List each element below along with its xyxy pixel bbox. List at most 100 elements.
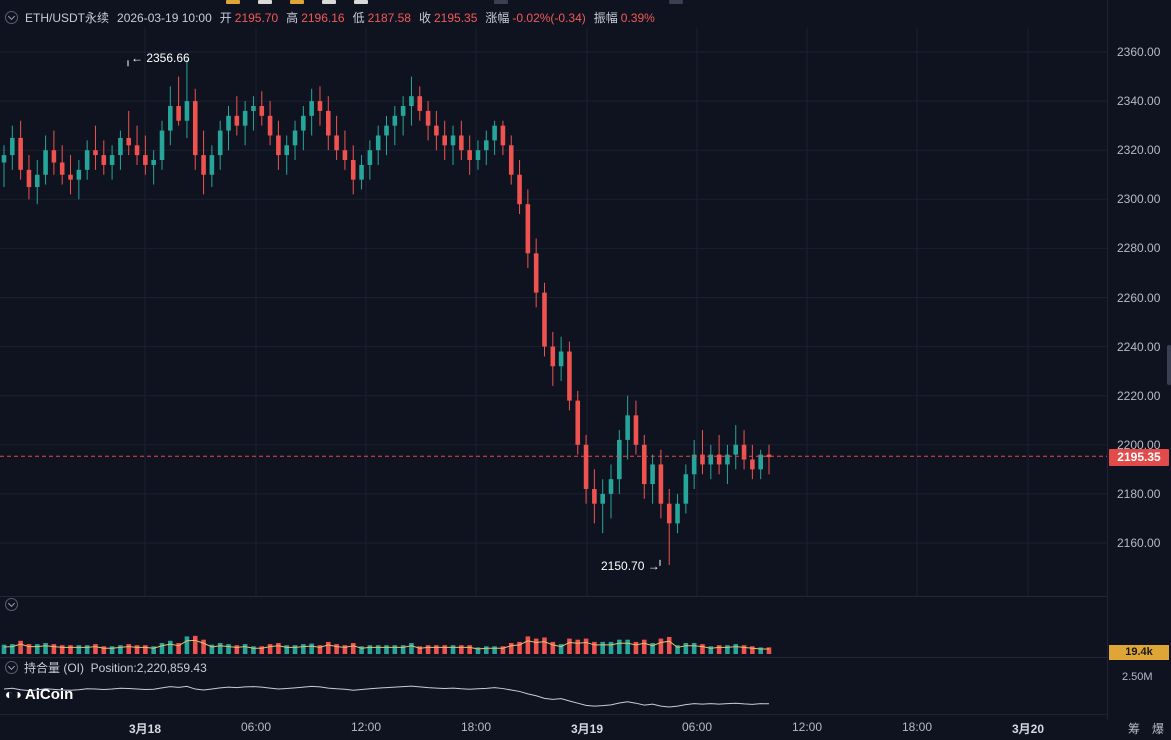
open-interest-chart[interactable]	[0, 676, 1107, 714]
candle-body	[467, 150, 472, 161]
volume-pane-header	[5, 598, 18, 611]
candle-body	[434, 125, 439, 136]
volume-bar	[483, 646, 489, 654]
volume-bar	[284, 645, 290, 654]
price-tick-label: 2180.00	[1117, 486, 1161, 501]
volume-bar	[625, 639, 630, 654]
candle-body	[242, 110, 248, 126]
candle-body	[542, 292, 547, 347]
symbol-name[interactable]: ETH/USDT永续	[25, 11, 110, 25]
volume-bar	[342, 645, 348, 654]
price-tick-label: 2360.00	[1117, 45, 1161, 59]
volume-bar	[251, 646, 256, 654]
volume-bar	[583, 638, 589, 654]
candle-body	[600, 493, 605, 504]
close-label: 收	[418, 11, 431, 25]
candle-body	[159, 130, 165, 161]
tool-marker[interactable]	[290, 0, 304, 4]
candle-body	[10, 137, 15, 156]
volume-bar	[450, 645, 456, 654]
candle-body	[617, 439, 622, 480]
volume-collapse-chevron-icon[interactable]	[5, 598, 18, 611]
oi-collapse-chevron-icon[interactable]	[5, 661, 18, 675]
volume-bar	[59, 645, 65, 654]
volume-bar	[184, 636, 190, 654]
volume-bar	[326, 641, 331, 654]
candle-body	[459, 135, 464, 151]
candle-body	[192, 101, 198, 156]
candle-body	[26, 169, 32, 188]
volume-bar	[575, 639, 581, 654]
liquidation-button[interactable]: 爆	[1152, 722, 1165, 736]
volume-bar	[309, 643, 314, 654]
candle-body	[525, 204, 531, 254]
tool-marker[interactable]	[258, 0, 272, 4]
aicoin-logo-icon: ◐◑	[5, 686, 22, 702]
volume-bar	[708, 646, 714, 654]
high-value: 2196.16	[301, 11, 345, 25]
candle-body	[633, 415, 639, 445]
volume-bar	[400, 645, 406, 654]
tool-marker[interactable]	[354, 0, 368, 4]
candlestick-chart[interactable]	[0, 28, 1107, 596]
volume-bar	[234, 645, 240, 654]
volume-bar	[758, 647, 763, 654]
candle-body	[741, 444, 747, 460]
volume-bar	[134, 645, 140, 654]
candle-body	[18, 137, 23, 170]
candle-body	[276, 135, 281, 156]
volume-bar	[51, 644, 57, 654]
price-tick-label: 2260.00	[1117, 290, 1161, 305]
volume-bar	[558, 644, 564, 654]
candle-body	[284, 145, 290, 156]
volume-bar	[101, 646, 107, 654]
close-value: 2195.35	[434, 11, 478, 25]
candle-body	[567, 351, 572, 401]
chips-button[interactable]: 筹	[1128, 722, 1141, 736]
oi-axis-tick: 2.50M	[1122, 671, 1153, 683]
volume-bar	[666, 636, 672, 654]
oi-value: Position:2,220,859.43	[90, 660, 207, 675]
volume-bar	[733, 644, 739, 654]
volume-bar	[592, 641, 597, 654]
time-tick-label: 3月18	[128, 722, 162, 736]
price-axis[interactable]	[1107, 0, 1171, 720]
volume-bar	[417, 646, 423, 654]
tool-marker[interactable]	[494, 0, 508, 4]
tool-marker[interactable]	[322, 0, 336, 4]
collapse-chevron-icon[interactable]	[5, 11, 18, 24]
volume-bar	[201, 639, 206, 654]
time-axis[interactable]	[0, 714, 1107, 740]
volume-bar	[217, 643, 223, 654]
candle-body	[151, 160, 156, 165]
volume-bar	[658, 638, 664, 654]
change-value: -0.02%(-0.34)	[512, 11, 586, 25]
volume-chart[interactable]	[0, 600, 1107, 656]
tool-marker[interactable]	[226, 0, 240, 4]
volume-bar	[168, 640, 173, 654]
volume-bar	[725, 645, 730, 654]
volume-bar	[367, 645, 373, 654]
volume-bar	[716, 645, 722, 654]
volume-bar	[350, 643, 356, 654]
candle-body	[309, 101, 314, 116]
candle-body	[84, 150, 90, 170]
candle-body	[641, 444, 647, 485]
pane-divider[interactable]	[0, 596, 1107, 597]
volume-bar	[209, 644, 215, 654]
volume-bar	[425, 645, 431, 654]
time-tick-label: 3月20	[1011, 722, 1045, 736]
candle-body	[101, 155, 107, 165]
side-panel-handle[interactable]	[1167, 345, 1171, 385]
tool-marker[interactable]	[669, 0, 683, 4]
candle-body	[51, 150, 57, 163]
candle-body	[400, 106, 406, 116]
volume-bar	[43, 643, 48, 654]
pane-divider[interactable]	[0, 657, 1107, 658]
volume-bar	[34, 644, 40, 654]
volume-bar	[68, 645, 73, 654]
candle-body	[583, 444, 589, 489]
candle-body	[725, 454, 730, 465]
volume-bar	[109, 646, 115, 654]
